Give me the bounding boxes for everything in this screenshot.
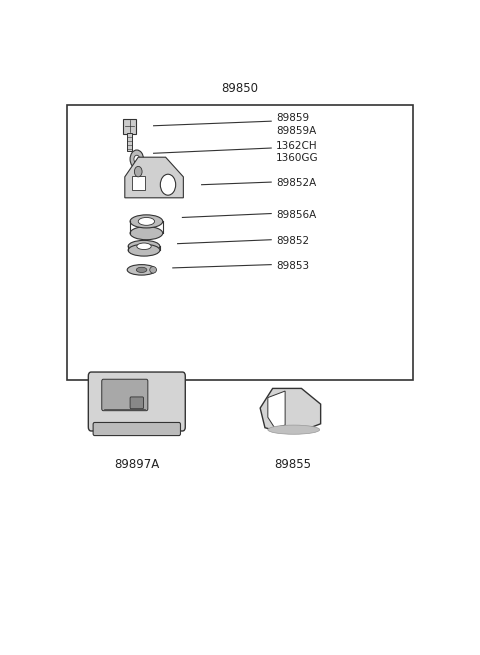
Ellipse shape bbox=[138, 217, 155, 225]
Ellipse shape bbox=[130, 227, 163, 240]
FancyBboxPatch shape bbox=[123, 119, 136, 134]
Ellipse shape bbox=[150, 267, 156, 273]
Text: 89859
89859A: 89859 89859A bbox=[276, 113, 316, 136]
Text: 89855: 89855 bbox=[274, 458, 312, 472]
Bar bbox=[67, 105, 413, 380]
Text: 89850: 89850 bbox=[221, 82, 259, 95]
Text: 89852A: 89852A bbox=[276, 178, 316, 189]
FancyBboxPatch shape bbox=[88, 372, 185, 431]
Ellipse shape bbox=[127, 265, 156, 275]
FancyBboxPatch shape bbox=[102, 379, 148, 411]
Text: 1362CH
1360GG: 1362CH 1360GG bbox=[276, 141, 319, 163]
FancyBboxPatch shape bbox=[93, 422, 180, 436]
Ellipse shape bbox=[137, 243, 151, 250]
FancyBboxPatch shape bbox=[130, 397, 144, 409]
Ellipse shape bbox=[130, 215, 163, 228]
FancyBboxPatch shape bbox=[132, 176, 145, 190]
Circle shape bbox=[134, 166, 142, 177]
Polygon shape bbox=[260, 388, 321, 430]
Ellipse shape bbox=[128, 244, 160, 256]
Bar bbox=[127, 133, 132, 151]
Text: 89852: 89852 bbox=[276, 236, 309, 246]
Text: 89856A: 89856A bbox=[276, 210, 316, 220]
Circle shape bbox=[130, 150, 144, 168]
Polygon shape bbox=[125, 157, 183, 198]
Ellipse shape bbox=[136, 267, 147, 272]
Ellipse shape bbox=[268, 425, 320, 434]
Polygon shape bbox=[268, 391, 285, 428]
Ellipse shape bbox=[128, 240, 160, 252]
Text: 89853: 89853 bbox=[276, 261, 309, 271]
Circle shape bbox=[160, 174, 176, 195]
Text: 89897A: 89897A bbox=[114, 458, 159, 472]
Circle shape bbox=[134, 155, 140, 163]
